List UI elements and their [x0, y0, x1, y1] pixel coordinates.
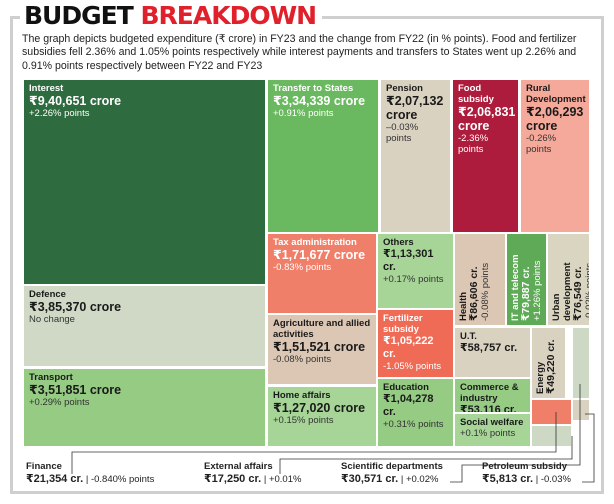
callout-separator: | — [400, 474, 404, 485]
chart-description: The graph depicts budgeted expenditure (… — [22, 33, 577, 72]
treemap-cell-commerce-industry: Commerce & industry ₹53,116 cr. — [455, 379, 530, 412]
title-part-budget: BUDGET — [24, 1, 134, 30]
treemap-cell-interest: Interest ₹9,40,651 crore +2.26% points — [24, 80, 265, 284]
cell-value: ₹1,04,278 cr. — [383, 393, 434, 418]
cell-change: –0.03% points — [386, 122, 419, 144]
treemap-cell-transport: Transport ₹3,51,851 crore +0.29% points — [24, 369, 265, 446]
cell-value: ₹2,06,293 crore — [526, 105, 584, 133]
cell-change: -0.26% points — [526, 133, 557, 155]
treemap-cell-tax-administration: Tax administration ₹1,71,677 crore -0.83% … — [268, 234, 376, 313]
treemap-cell-rural-development: Rural Development ₹2,06,293 crore -0.26% p… — [521, 80, 589, 232]
cell-name: Social welfare — [460, 417, 524, 428]
callout-finance: Finance ₹21,354 cr. | -0.840% points — [26, 460, 154, 486]
cell-value: ₹58,757 cr. — [460, 342, 518, 354]
cell-change: +0.15% points — [273, 415, 334, 426]
callout-value: ₹17,250 cr. — [204, 473, 262, 485]
callout-change: +0.01% — [268, 474, 302, 485]
cell-value: ₹1,71,677 crore — [273, 248, 366, 262]
cell-name: Fertilizer subsidy — [383, 313, 423, 335]
cell-name: Home affairs — [273, 390, 331, 401]
callout-name: Finance — [26, 461, 62, 472]
cell-name: Food subsidy — [458, 83, 494, 105]
cell-name: Agriculture and allied activities — [273, 318, 371, 340]
cell-change: -0.08% points — [273, 354, 332, 365]
cell-change: -1.05% points — [383, 361, 442, 372]
cell-value: ₹3,34,339 crore — [273, 94, 366, 108]
treemap-cell-fertilizer-subsidy: Fertilizer subsidy ₹1,05,222 cr. -1.05% po… — [378, 310, 453, 377]
cell-name: Transport — [29, 372, 73, 383]
cell-change: +0.29% points — [29, 397, 90, 408]
cell-value: ₹53,116 cr. — [460, 404, 517, 412]
treemap-cell-finance — [532, 400, 571, 424]
treemap-cell-others: Others ₹1,13,301 cr. +0.17% points — [378, 234, 453, 308]
treemap-cell-defence: Defence ₹3,85,370 crore No change — [24, 286, 265, 366]
treemap-cell-petroleum-subsidy — [573, 400, 589, 420]
leader-line-external-affairs — [279, 436, 573, 474]
cell-change: -2.36% points — [458, 133, 489, 155]
treemap-cell-scientific-departments — [573, 328, 589, 398]
treemap-cell-external-affairs — [532, 426, 571, 446]
callout-value: ₹5,813 cr. — [482, 473, 534, 485]
cell-name: Commerce & industry — [460, 382, 519, 404]
cell-name: Pension — [386, 83, 423, 94]
leader-line-petroleum — [582, 413, 595, 483]
cell-value: ₹3,51,851 crore — [29, 383, 122, 397]
cell-change: -0.83% points — [273, 262, 332, 273]
callout-value: ₹21,354 cr. — [26, 473, 84, 485]
callout-change: -0.840% points — [90, 474, 155, 485]
cell-change: +0.91% points — [273, 108, 334, 119]
callout-change: -0.03% — [540, 474, 571, 485]
treemap-cell-education: Education ₹1,04,278 cr. +0.31% points — [378, 379, 453, 446]
callout-separator: | — [263, 474, 267, 485]
cell-value: ₹1,27,020 crore — [273, 401, 366, 415]
cell-change: No change — [29, 314, 75, 325]
callout-name: External affairs — [204, 461, 273, 472]
callout-value: ₹30,571 cr. — [341, 473, 399, 485]
treemap-cell-u-t: U.T. ₹58,757 cr. — [455, 328, 530, 377]
leader-line-scientific — [450, 384, 581, 483]
treemap-cell-food-subsidy: Food subsidy ₹2,06,831 crore -2.36% points — [453, 80, 518, 232]
cell-name: Others — [383, 237, 414, 248]
cell-value: ₹9,40,651 crore — [29, 94, 122, 108]
chart-title: BUDGET BREAKDOWN — [20, 1, 323, 31]
cell-value: ₹2,07,132 crore — [386, 94, 444, 122]
treemap-cell-social-welfare: Social welfare +0.1% points — [455, 414, 530, 446]
cell-value: ₹3,85,370 crore — [29, 300, 122, 314]
cell-value: ₹1,51,521 crore — [273, 340, 366, 354]
cell-change: +2.26% points — [29, 108, 90, 119]
callout-name: Scientific departments — [341, 461, 443, 472]
cell-name: Tax administration — [273, 237, 357, 248]
callout-separator: | — [535, 474, 539, 485]
cell-name: Rural Development — [526, 83, 586, 105]
callout-separator: | — [85, 474, 89, 485]
cell-change: +0.17% points — [383, 274, 444, 285]
cell-value: ₹1,13,301 cr. — [383, 248, 434, 273]
callout-scientific-departments: Scientific departments ₹30,571 cr. | +0.… — [341, 460, 443, 486]
cell-name: Interest — [29, 83, 64, 94]
cell-value: ₹1,05,222 cr. — [383, 335, 434, 360]
leader-line-finance — [71, 412, 557, 474]
treemap-cell-home-affairs: Home affairs ₹1,27,020 crore +0.15% points — [268, 387, 376, 446]
callout-external-affairs: External affairs ₹17,250 cr. | +0.01% — [204, 460, 301, 486]
cell-name: U.T. — [460, 331, 477, 342]
cell-name: Transfer to States — [273, 83, 354, 94]
title-part-breakdown: BREAKDOWN — [140, 1, 317, 30]
treemap-cell-agriculture-and-allied-activities: Agriculture and allied activities ₹1,51,5… — [268, 315, 376, 384]
treemap-cell-transfer-to-states: Transfer to States ₹3,34,339 crore +0.91% … — [268, 80, 378, 232]
cell-name: Education — [383, 382, 429, 393]
treemap-cell-pension: Pension ₹2,07,132 crore –0.03% points — [381, 80, 450, 232]
cell-value: ₹2,06,831 crore — [458, 105, 516, 133]
callout-change: +0.02% — [405, 474, 439, 485]
callout-name: Petroleum subsidy — [482, 461, 567, 472]
cell-change: +0.1% points — [460, 428, 516, 439]
callout-petroleum-subsidy: Petroleum subsidy ₹5,813 cr. | -0.03% — [482, 460, 571, 486]
cell-change: +0.31% points — [383, 419, 444, 430]
cell-name: Defence — [29, 289, 66, 300]
